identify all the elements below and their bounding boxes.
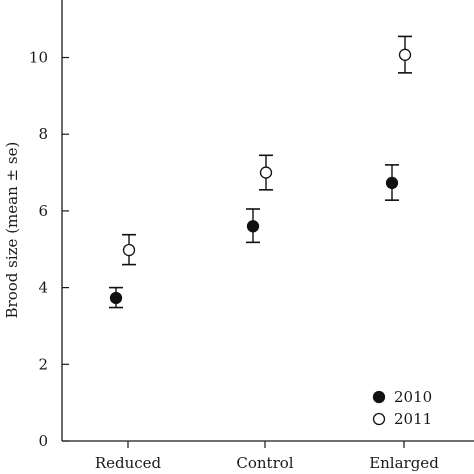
x-tick-label: Enlarged [369,454,439,472]
legend-label: 2011 [394,410,432,428]
data-point-2011 [398,48,412,61]
legend-marker-2011 [372,412,386,426]
legend-marker-2010 [372,390,386,404]
x-tick-label: Reduced [95,454,162,472]
data-point-2011 [122,243,136,257]
y-axis-label: Brood size (mean ± se) [3,142,21,319]
x-tick-label: Control [236,454,293,472]
data-point-2010 [246,220,260,233]
data-point-2010 [385,176,399,190]
y-tick-label: 0 [38,432,48,450]
data-marks [109,35,412,309]
legend-label: 2010 [394,388,432,406]
data-point-2010 [109,291,123,305]
axes: 0 2 4 6 8 10 Brood size (mean ± se) Reduced Cont… [3,0,474,472]
y-tick-label: 8 [38,125,48,143]
y-tick-label: 10 [29,49,48,67]
y-tick-label: 2 [38,355,48,373]
y-tick-label: 4 [38,279,48,297]
data-point-2011 [259,166,273,179]
legend: 2010 2011 [372,388,432,428]
y-tick-label: 6 [38,202,48,220]
